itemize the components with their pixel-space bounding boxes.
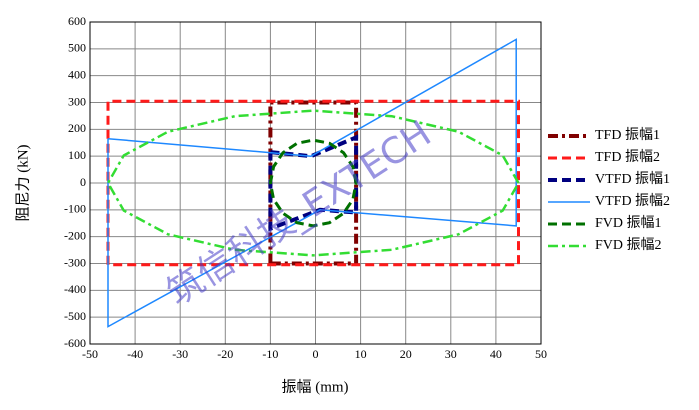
- y-tick-label: 600: [68, 14, 86, 28]
- y-tick-label: 500: [68, 41, 86, 55]
- series-line: [106, 109, 520, 257]
- x-tick-label: 0: [313, 347, 319, 361]
- x-tick-label: 10: [355, 347, 367, 361]
- series-line: [107, 38, 517, 328]
- legend-label: FVD 振幅2: [595, 237, 662, 253]
- x-tick-label: 20: [400, 347, 412, 361]
- x-tick-label: -20: [217, 347, 233, 361]
- legend-label: FVD 振幅1: [595, 215, 662, 231]
- y-axis-title: 阻尼力 (kN): [14, 144, 31, 221]
- y-tick-label: 100: [68, 148, 86, 162]
- series-line: [268, 138, 358, 228]
- y-tick-label: 200: [68, 121, 86, 135]
- y-tick-label: -300: [64, 255, 86, 269]
- y-tick-label: 400: [68, 67, 86, 81]
- y-tick-label: -200: [64, 228, 86, 242]
- y-tick-label: -400: [64, 282, 86, 296]
- y-tick-label: -600: [64, 336, 86, 350]
- plot-frame: [89, 21, 542, 345]
- x-tick-label: -30: [172, 347, 188, 361]
- series-line: [106, 99, 520, 267]
- x-tick-label: -50: [82, 347, 98, 361]
- series-line: [268, 134, 359, 232]
- legend-label: VTFD 振幅1: [595, 171, 670, 187]
- legend-label: TFD 振幅2: [595, 149, 660, 165]
- legend-label: TFD 振幅1: [595, 127, 660, 143]
- x-axis-title: 振幅 (mm): [281, 378, 348, 395]
- x-tick-label: 30: [445, 347, 457, 361]
- x-tick-label: -40: [127, 347, 143, 361]
- x-tick-label: 50: [535, 347, 547, 361]
- x-tick-label: 40: [490, 347, 502, 361]
- y-tick-label: -500: [64, 309, 86, 323]
- legend-label: VTFD 振幅2: [595, 193, 670, 209]
- watermark: 筑信科技_EXTECH: [160, 113, 439, 314]
- y-tick-label: 300: [68, 94, 86, 108]
- y-tick-label: -100: [64, 202, 86, 216]
- y-tick-label: 0: [80, 175, 86, 189]
- x-tick-label: -10: [262, 347, 278, 361]
